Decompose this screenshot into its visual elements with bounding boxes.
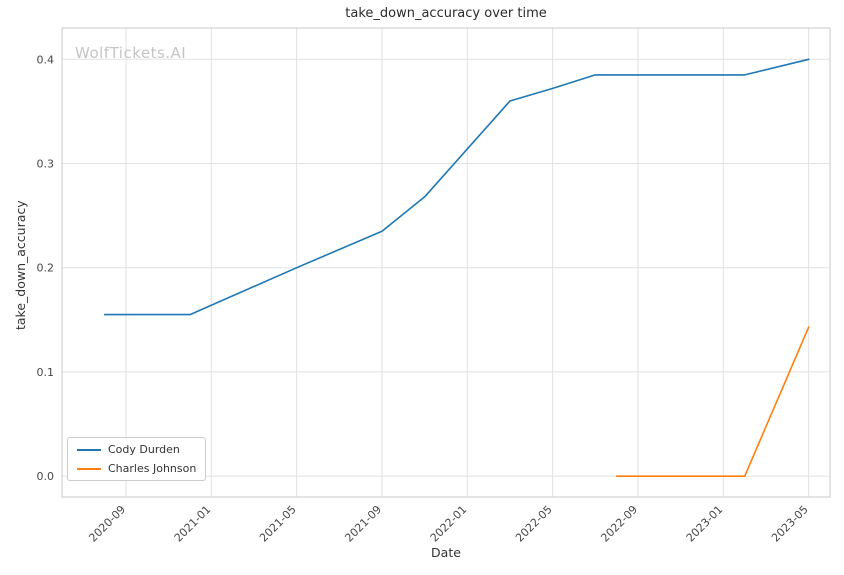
watermark: WolfTickets.AI	[75, 44, 187, 62]
y-tick-label: 0.1	[37, 366, 55, 379]
y-tick-label: 0.4	[37, 53, 55, 66]
x-tick-label: 2022-09	[598, 503, 640, 545]
series-line-charles-johnson	[615, 326, 810, 478]
x-tick-label: 2021-09	[342, 503, 384, 545]
x-tick-label: 2022-05	[513, 503, 555, 545]
x-axis-label: Date	[431, 545, 461, 560]
y-axis-label: take_down_accuracy	[13, 200, 28, 330]
legend-line-swatch	[77, 448, 101, 451]
legend-item: Charles Johnson	[77, 462, 196, 475]
y-tick-label: 0.3	[37, 157, 55, 170]
legend-label: Charles Johnson	[108, 462, 197, 475]
legend: Cody Durden Charles Johnson	[67, 437, 207, 481]
x-tick-label: 2020-09	[86, 503, 128, 545]
y-tick-label: 0.0	[37, 470, 55, 483]
legend-label: Cody Durden	[108, 443, 180, 456]
x-tick-label: 2021-01	[172, 503, 214, 545]
y-tick-label: 0.2	[37, 262, 55, 275]
chart-title: take_down_accuracy over time	[345, 6, 547, 21]
plot-border	[61, 27, 831, 498]
x-tick-label: 2023-05	[769, 503, 811, 545]
legend-item: Cody Durden	[77, 443, 196, 456]
x-tick-label: 2023-01	[684, 503, 726, 545]
legend-line-swatch	[77, 467, 101, 470]
x-tick-label: 2021-05	[257, 503, 299, 545]
series-line-cody-durden	[103, 58, 810, 316]
x-tick-label: 2022-01	[428, 503, 470, 545]
